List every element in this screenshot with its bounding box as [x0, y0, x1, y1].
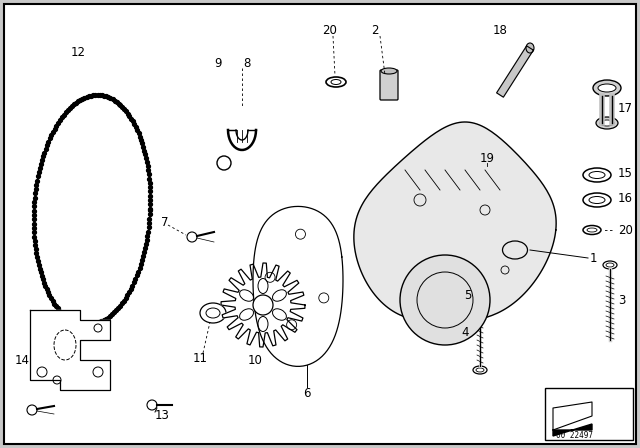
Text: 12: 12 — [70, 46, 86, 59]
Ellipse shape — [600, 120, 614, 126]
Text: 9: 9 — [214, 56, 221, 69]
Ellipse shape — [502, 241, 527, 259]
Ellipse shape — [381, 68, 397, 74]
Ellipse shape — [593, 80, 621, 96]
Ellipse shape — [589, 197, 605, 203]
Ellipse shape — [596, 117, 618, 129]
Text: 17: 17 — [618, 102, 633, 115]
Text: 7: 7 — [161, 215, 169, 228]
Text: 16: 16 — [618, 191, 633, 204]
Text: 20: 20 — [618, 224, 633, 237]
Ellipse shape — [598, 84, 616, 92]
Polygon shape — [30, 310, 110, 390]
Ellipse shape — [526, 43, 534, 53]
Text: 15: 15 — [618, 167, 633, 180]
Ellipse shape — [589, 172, 605, 178]
Text: 4: 4 — [461, 326, 468, 339]
Polygon shape — [221, 263, 305, 347]
Ellipse shape — [326, 77, 346, 87]
Text: 3: 3 — [618, 293, 625, 306]
Circle shape — [187, 232, 197, 242]
Circle shape — [253, 295, 273, 315]
Text: 5: 5 — [464, 289, 472, 302]
Ellipse shape — [583, 225, 601, 234]
Ellipse shape — [200, 303, 226, 323]
Polygon shape — [553, 402, 592, 430]
Ellipse shape — [603, 261, 617, 269]
Text: 2: 2 — [371, 23, 379, 36]
Ellipse shape — [583, 168, 611, 182]
Text: 18: 18 — [493, 23, 508, 36]
Text: 19: 19 — [479, 151, 495, 164]
Text: 1: 1 — [590, 251, 598, 264]
Ellipse shape — [485, 289, 501, 297]
Ellipse shape — [485, 162, 495, 168]
Text: 8: 8 — [243, 56, 251, 69]
Text: 00 22497: 00 22497 — [556, 431, 593, 440]
Ellipse shape — [587, 228, 597, 232]
Polygon shape — [253, 207, 343, 366]
Ellipse shape — [473, 366, 487, 374]
Ellipse shape — [583, 193, 611, 207]
Ellipse shape — [331, 79, 341, 85]
Polygon shape — [497, 46, 533, 97]
Text: 10: 10 — [248, 353, 262, 366]
Circle shape — [147, 400, 157, 410]
Polygon shape — [553, 424, 592, 436]
Circle shape — [400, 255, 490, 345]
Circle shape — [27, 405, 37, 415]
FancyBboxPatch shape — [380, 70, 398, 100]
Text: 6: 6 — [303, 387, 311, 400]
Text: 11: 11 — [193, 352, 207, 365]
Polygon shape — [354, 122, 556, 322]
Text: 13: 13 — [155, 409, 170, 422]
Text: 14: 14 — [15, 353, 29, 366]
Bar — [545, 388, 633, 440]
Text: 20: 20 — [323, 23, 337, 36]
